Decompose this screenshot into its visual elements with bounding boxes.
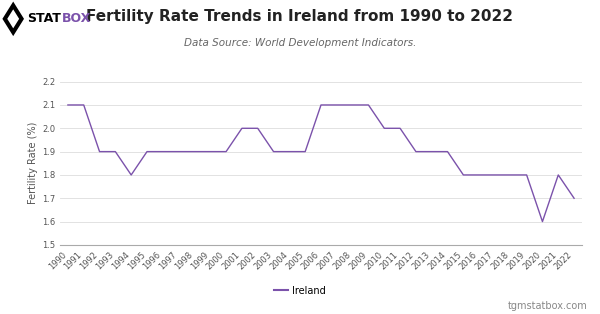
Text: Fertility Rate Trends in Ireland from 1990 to 2022: Fertility Rate Trends in Ireland from 19… — [86, 9, 514, 24]
Legend: Ireland: Ireland — [270, 282, 330, 300]
Text: Data Source: World Development Indicators.: Data Source: World Development Indicator… — [184, 38, 416, 48]
Text: BOX: BOX — [62, 12, 91, 25]
Text: STAT: STAT — [27, 12, 61, 25]
Text: tgmstatbox.com: tgmstatbox.com — [508, 301, 588, 311]
Y-axis label: Fertility Rate (%): Fertility Rate (%) — [28, 122, 38, 204]
